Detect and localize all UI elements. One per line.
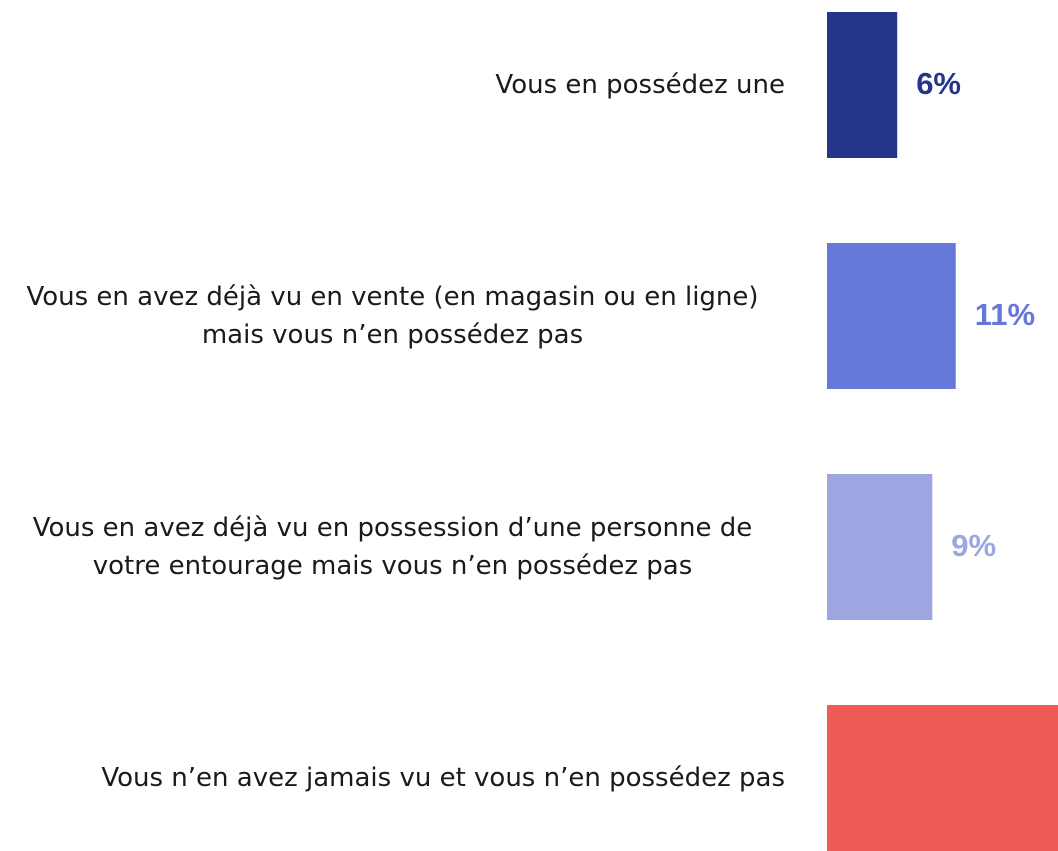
category-label: Vous en avez déjà vu en vente (en magasi… [0, 278, 785, 354]
category-label: Vous n’en avez jamais vu et vous n’en po… [0, 759, 785, 797]
bar [827, 12, 898, 158]
bar [827, 474, 933, 620]
value-label: 9% [951, 528, 996, 563]
bar [827, 705, 1058, 851]
value-label: 6% [916, 66, 961, 101]
category-label: Vous en avez déjà vu en possession d’une… [0, 509, 785, 585]
bar [827, 243, 956, 389]
bars [827, 12, 1058, 851]
category-label: Vous en possédez une [0, 66, 785, 104]
value-label: 11% [975, 297, 1035, 332]
category-text: Vous en avez déjà vu en vente (en magasi… [26, 282, 759, 350]
category-text: Vous en avez déjà vu en possession d’une… [32, 513, 753, 581]
category-text: Vous n’en avez jamais vu et vous n’en po… [101, 763, 785, 793]
category-text: Vous en possédez une [495, 70, 785, 100]
